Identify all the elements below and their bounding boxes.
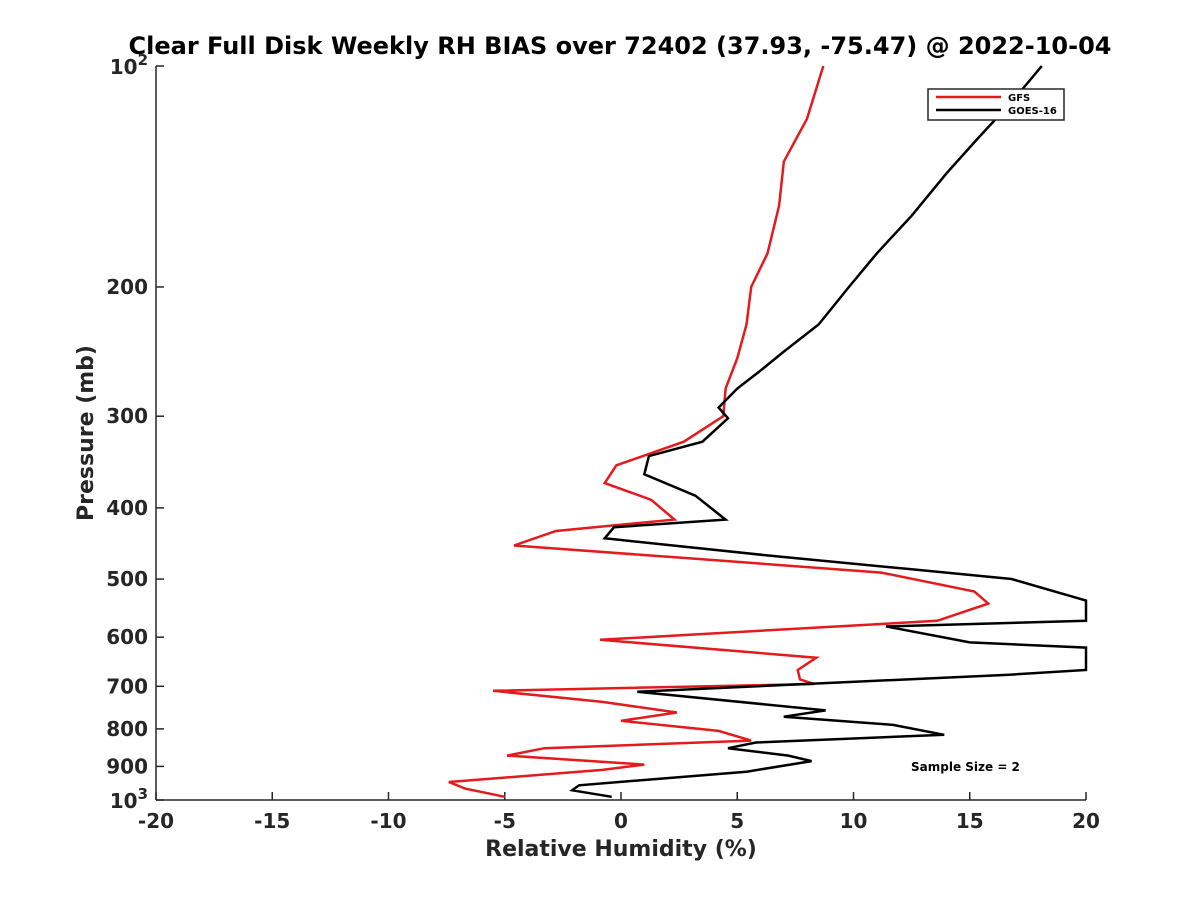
y-tick-label: 200 [106, 275, 148, 299]
y-tick-labels: 200 300 400 500 600 700 800 900 102 103 [106, 51, 148, 813]
x-tick-label: -10 [370, 809, 406, 833]
x-tick-label: 10 [840, 809, 868, 833]
x-tick-label: -5 [494, 809, 516, 833]
x-tick-label: 0 [614, 809, 628, 833]
chart-title: Clear Full Disk Weekly RH BIAS over 7240… [129, 32, 1112, 60]
x-tick-labels: -20 -15 -10 -5 0 5 10 15 20 [138, 809, 1100, 833]
x-tick-label: 20 [1072, 809, 1100, 833]
legend-label-gfs: GFS [1008, 93, 1030, 104]
x-tick-label: -15 [254, 809, 290, 833]
y-tick-label: 500 [106, 567, 148, 591]
legend-label-goes16: GOES-16 [1008, 106, 1057, 117]
y-tick-label: 300 [106, 404, 148, 428]
x-axis-title: Relative Humidity (%) [485, 837, 757, 862]
plot-area [156, 66, 1086, 800]
y-tick-label: 800 [106, 717, 148, 741]
y-tick-label: 700 [106, 674, 148, 698]
x-tick-label: 15 [956, 809, 984, 833]
y-tick-label-power: 102 [110, 51, 148, 79]
legend: GFS GOES-16 [927, 88, 1065, 121]
legend-box [927, 88, 1065, 121]
series-layer [448, 65, 1088, 799]
sample-size-annotation: Sample Size = 2 [911, 760, 1020, 774]
y-tick-label-power: 103 [110, 785, 148, 813]
y-axis-title: Pressure (mb) [74, 345, 99, 521]
y-tick-label: 400 [106, 496, 148, 520]
y-tick-label: 600 [106, 625, 148, 649]
series-line-goes-16 [569, 65, 1088, 799]
x-tick-label: -20 [138, 809, 174, 833]
x-tick-label: 5 [730, 809, 744, 833]
y-tick-label: 900 [106, 754, 148, 778]
series-line-gfs [448, 65, 991, 799]
